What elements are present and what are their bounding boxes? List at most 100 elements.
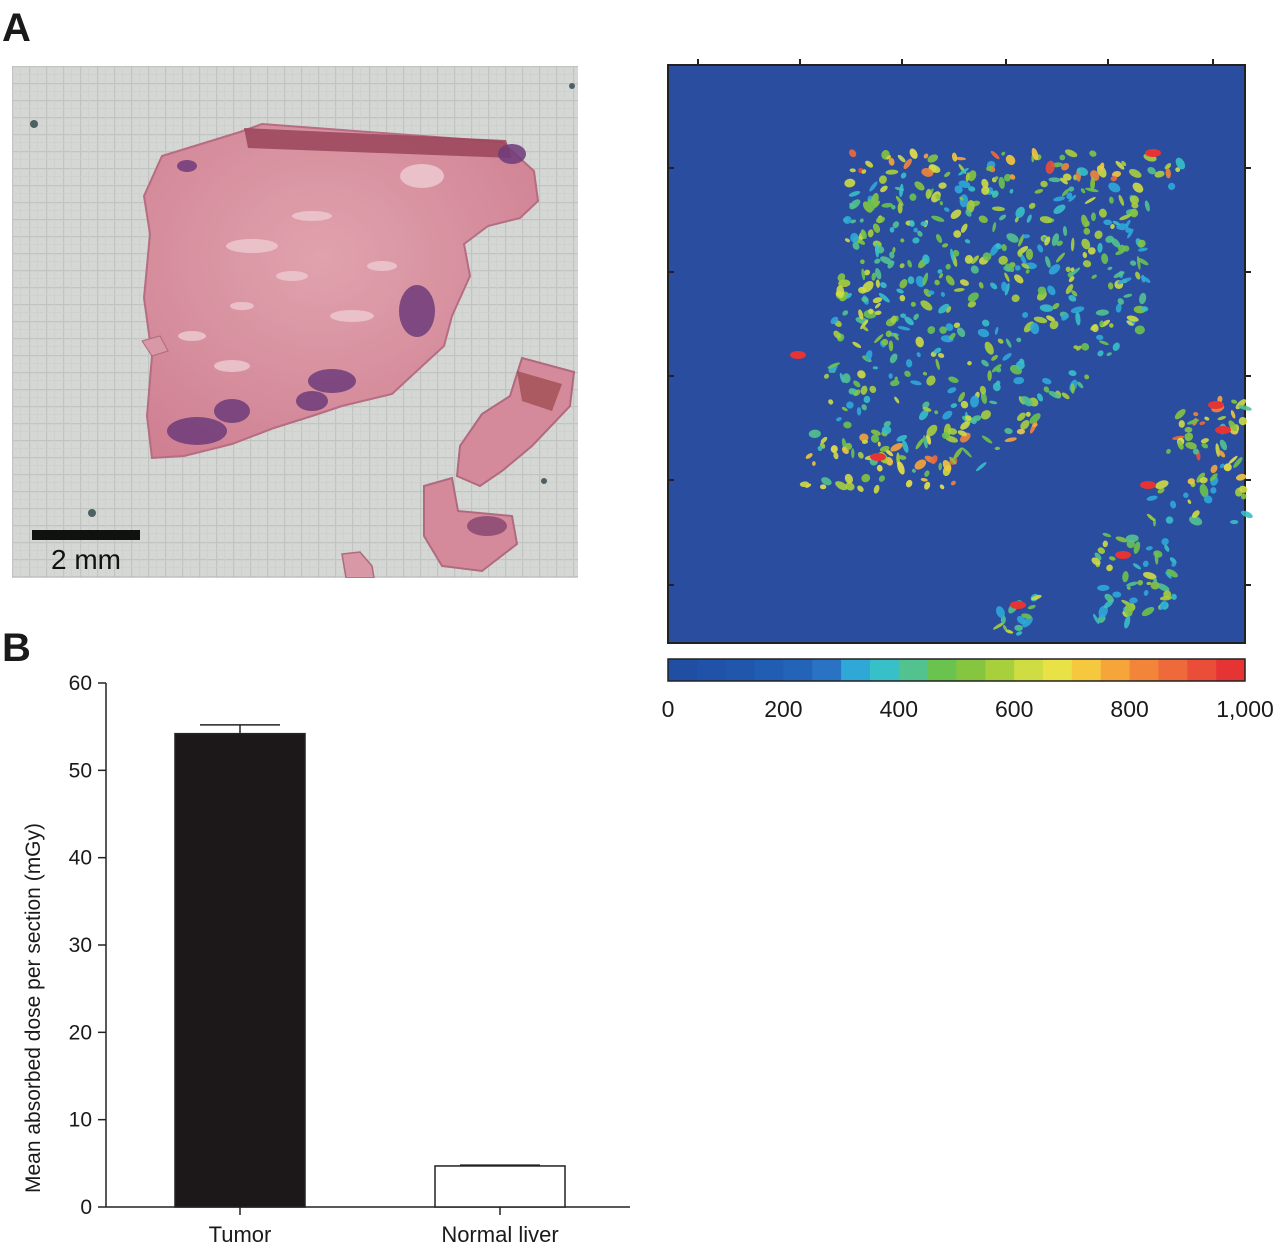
dose-hotspot [1082,251,1088,259]
dose-hotspot [1199,484,1209,498]
dose-hotspot [978,215,988,224]
dose-hotspot [1164,163,1172,170]
dose-hotspot [1091,557,1101,566]
dose-hotspot [924,470,930,477]
dose-hotspot [1111,238,1121,248]
dose-hotspot [888,340,894,352]
dose-hotspot [1142,276,1151,283]
dose-hotspot [1132,563,1142,570]
dose-hotspot [1159,602,1168,610]
dose-hotspot [1059,154,1066,161]
dose-hotspot [842,373,851,384]
dose-hotspot [844,178,856,188]
dose-hotspot [1155,480,1169,489]
dose-hotspot [1124,603,1133,617]
dose-hotspot [1218,450,1226,458]
dose-hotspot [910,301,916,307]
dose-hotspot [1171,593,1177,600]
dose-hotspot-high [790,351,806,359]
dose-hotspot [1084,374,1090,380]
dose-hotspot [993,622,1005,630]
dose-hotspot [975,462,987,472]
dose-hotspot [1165,168,1171,179]
dose-hotspot [1053,196,1066,202]
dose-hotspot [933,347,942,354]
dose-hotspot [927,154,939,163]
dose-hotspot [1036,393,1044,402]
dose-hotspot [922,371,928,376]
dose-hotspot [867,229,874,238]
dose-hotspot [935,194,941,200]
dose-hotspot [852,242,860,250]
dose-hotspot [1080,188,1086,194]
dose-hotspot [845,442,853,450]
dose-hotspot [1187,419,1200,425]
dose-hotspot [1014,274,1024,284]
dose-hotspot [1099,320,1104,327]
dose-hotspot [1233,457,1243,468]
dose-hotspot [878,475,886,482]
dose-hotspot [844,238,851,243]
dose-hotspot [858,286,867,294]
dose-hotspot [830,445,838,454]
dose-hotspot [938,273,944,279]
dose-hotspot [1164,544,1170,552]
dose-hotspot [1068,186,1075,192]
dose-hotspot [1107,266,1113,271]
dose-hotspot [1171,562,1177,567]
dose-hotspot [883,420,891,428]
dose-hotspot [1015,206,1025,218]
dose-hotspot [1124,615,1131,629]
colorbar-segment [1158,659,1188,681]
dose-hotspot [890,379,900,387]
dose-hotspot [1009,174,1016,180]
dose-hotspot [1011,294,1020,303]
dose-hotspot [1203,495,1213,504]
dose-hotspot [961,447,972,458]
dose-hotspot [947,428,958,435]
dose-hotspot [1108,182,1121,193]
dose-hotspot [1223,463,1232,472]
dose-hotspot [853,389,861,396]
dose-hotspot [865,350,873,361]
dose-hotspot [857,370,866,379]
dose-hotspot [1104,593,1114,603]
dose-hotspot [907,276,915,285]
dose-hotspot [859,218,864,223]
dose-hotspot [1103,219,1112,226]
dose-hotspot [1146,513,1155,522]
colorbar-segment [812,659,842,681]
dose-hotspot [1230,519,1239,525]
dose-hotspot [1210,487,1217,494]
dose-hotspot [1039,216,1053,224]
dose-hotspot [1105,235,1114,243]
dose-hotspot [1146,581,1152,586]
dose-hotspot [1130,260,1137,266]
dose-hotspot [900,313,907,318]
dose-hotspot [823,373,830,379]
dose-hotspot [799,481,810,488]
dose-hotspot [991,364,1002,373]
dose-hotspot [889,226,895,233]
dose-hotspot [1238,416,1248,426]
colorbar-segment [696,659,727,681]
dose-hotspot [978,282,984,289]
dose-hotspot [1129,195,1139,205]
colorbar-segment [898,659,929,681]
dose-hotspot [856,407,862,416]
colorbar-segment [869,659,900,681]
dose-hotspot [1184,426,1193,433]
dose-hotspot [845,292,852,299]
dose-hotspot [1053,204,1066,214]
dose-hotspot [989,400,998,405]
dose-hotspot [1137,257,1149,266]
dose-hotspots [790,147,1253,636]
dose-hotspot [827,362,840,369]
dose-hotspot [935,358,940,371]
dose-hotspot [1141,606,1155,617]
dose-hotspot [940,291,946,297]
dose-hotspot [1228,420,1238,432]
dose-hotspot [953,230,962,238]
dose-hotspot [1107,282,1114,290]
dose-hotspot [1085,187,1099,193]
